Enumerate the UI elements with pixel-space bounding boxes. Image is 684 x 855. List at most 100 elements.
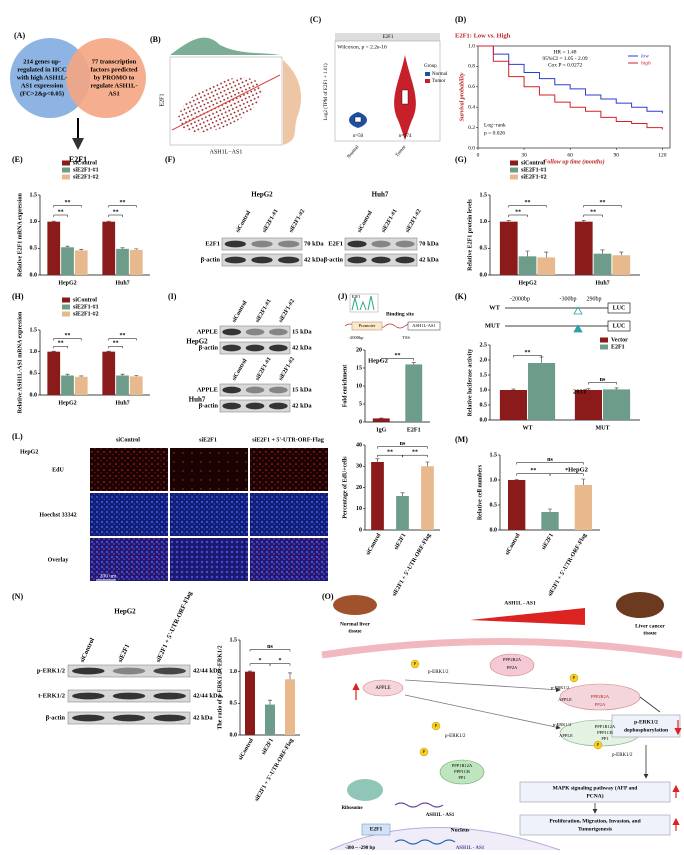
y-tick-label: 0 xyxy=(359,419,362,425)
sig-label: ** xyxy=(525,200,531,206)
lane-label: siE2F1 xyxy=(117,643,131,663)
size-label: 70 kDa xyxy=(419,240,439,247)
legend-swatch xyxy=(62,167,70,173)
label: PPP1R12A xyxy=(595,724,616,729)
gradient-wedge xyxy=(470,608,585,625)
column-label: siControl xyxy=(116,437,140,443)
blot-band xyxy=(222,402,242,410)
label: P xyxy=(597,742,600,747)
y-tick-label: 15 xyxy=(356,365,362,371)
panel-label: (F) xyxy=(165,155,176,164)
x-tick-label: Huh7 xyxy=(595,280,609,286)
axis-title: Relative E2F1 mRNA expression xyxy=(17,192,23,276)
label: tissue xyxy=(643,630,657,636)
size-label: 42 kDa xyxy=(304,256,324,263)
error-bar xyxy=(79,249,84,251)
label: p-ERK1/2 xyxy=(634,719,658,725)
legend-label: siE2F1-#2 xyxy=(73,311,99,317)
y-tick-label: 5 xyxy=(359,401,362,407)
legend-label: siControl xyxy=(521,160,545,166)
legend-label: high xyxy=(641,60,651,66)
blot-band xyxy=(347,240,367,248)
y-tick-label: 0.5 xyxy=(230,701,238,707)
lane-label: siE2F1-#2 xyxy=(278,298,296,323)
y-tick-label: 0.0 xyxy=(480,272,488,278)
sig-label: * xyxy=(279,658,282,664)
sig-label: * xyxy=(565,468,568,474)
label: PPP1CB xyxy=(597,730,613,735)
label: Cox P = 0.0272 xyxy=(548,62,583,68)
blot-band xyxy=(112,692,146,700)
bar xyxy=(61,375,74,395)
x-tick-label: 120 xyxy=(658,152,667,158)
y-tick-label: 0.0 xyxy=(490,527,498,533)
legend-label: Vector xyxy=(611,337,628,343)
y-tick-label: 1.0 xyxy=(490,477,498,483)
blot-band xyxy=(72,692,105,700)
micrograph xyxy=(90,493,168,536)
y-tick-label: 1.0 xyxy=(480,387,488,393)
error-bar xyxy=(134,248,139,250)
label: E2F1 xyxy=(69,155,87,164)
lane-label: siE2F1 + 5'-UTR-ORF-Flag xyxy=(155,590,194,664)
lane-label: siControl xyxy=(235,210,252,234)
venn-circle xyxy=(66,38,146,118)
legend-label: siE2F1-#1 xyxy=(73,304,99,310)
label: PCNA) xyxy=(586,792,603,799)
label: ASH1L - AS1 xyxy=(456,846,485,851)
bar xyxy=(372,418,390,422)
blot-band xyxy=(112,714,146,722)
phospho xyxy=(569,673,579,683)
y-tick-label: 0.0 xyxy=(480,417,488,423)
blot-band xyxy=(222,386,242,394)
label: AS1 xyxy=(108,90,120,97)
lane-label: siE2F1-#1 xyxy=(255,298,273,323)
label: PPP1CB xyxy=(454,769,470,774)
bar xyxy=(518,256,537,275)
note: HepG2 xyxy=(568,466,588,473)
error-bar xyxy=(614,387,619,390)
axis-title: Relative luciferase activity xyxy=(467,349,473,417)
sig-bracket xyxy=(588,382,617,385)
box xyxy=(354,116,362,123)
sig-bracket xyxy=(53,346,68,349)
x-tick-label: Huh7 xyxy=(115,400,129,406)
lane-label: siE2F1-#1 xyxy=(381,208,399,233)
blot-band xyxy=(245,328,265,336)
blot xyxy=(221,237,303,251)
sig-label: ** xyxy=(65,200,71,206)
label: Survival probability xyxy=(459,72,465,121)
label: (FC>2&p<0.05) xyxy=(20,90,64,97)
y-tick-label: 0.8 xyxy=(468,64,475,70)
label: Binding site xyxy=(386,311,415,317)
y-tick-label: 10 xyxy=(356,383,362,389)
blot-band xyxy=(371,256,391,264)
phospho xyxy=(419,747,429,757)
blot-band xyxy=(222,328,242,336)
size-label: 70 kDa xyxy=(304,240,324,247)
size-label: 42 kDa xyxy=(292,344,312,351)
blot xyxy=(344,237,418,251)
arrow xyxy=(404,679,561,693)
x-tick-label: siControl xyxy=(365,532,382,556)
x-tick-label: siE2F1 xyxy=(393,533,407,551)
axis-title: The ratio of p-ERK1/2/t-ERK1/2 xyxy=(217,645,223,729)
legend-swatch xyxy=(425,79,430,83)
strip xyxy=(335,33,440,41)
cell-label: HepG2 xyxy=(114,608,136,616)
sig-label: ** xyxy=(515,209,521,215)
error-bar xyxy=(525,250,530,257)
label: PPP2R2A xyxy=(591,694,610,699)
label: PPP1R12A xyxy=(452,763,473,768)
x-tick-label: siE2F1 + 5'-UTR-ORF-Flag xyxy=(254,738,295,803)
promoter-box xyxy=(351,321,383,331)
sig-bracket xyxy=(381,358,414,361)
error-bar xyxy=(425,461,430,467)
y-tick-label: 30 xyxy=(356,464,362,470)
protein xyxy=(439,759,485,785)
label: APPLE xyxy=(375,686,390,691)
x-tick-label: siControl xyxy=(238,737,255,761)
label: PP1 xyxy=(601,736,608,741)
scale-label: 200 um xyxy=(100,573,117,579)
